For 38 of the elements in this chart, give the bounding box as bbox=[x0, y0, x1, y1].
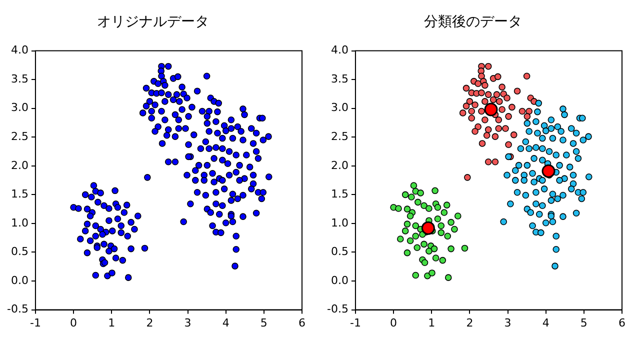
y-tick-label: 0.0 bbox=[10, 274, 28, 287]
x-tick-label: 4 bbox=[542, 316, 550, 330]
y-tick-label: 0.5 bbox=[330, 245, 348, 258]
x-tick-label: 1 bbox=[428, 316, 436, 330]
y-tick-label: 1.5 bbox=[10, 188, 28, 201]
y-tick-label: 3.0 bbox=[10, 101, 28, 114]
x-tick-label: 1 bbox=[108, 316, 116, 330]
y-tick-label: 4.0 bbox=[10, 44, 28, 57]
x-tick-label: 2 bbox=[146, 316, 154, 330]
x-tick-label: 0 bbox=[70, 316, 78, 330]
y-tick-label: 0.0 bbox=[330, 274, 348, 287]
y-tick-label: 0.5 bbox=[10, 245, 28, 258]
chart-title: オリジナルデータ bbox=[97, 14, 209, 30]
x-tick-label: -1 bbox=[30, 316, 41, 330]
x-tick-label: 6 bbox=[298, 316, 306, 330]
y-tick-label: 1.5 bbox=[330, 188, 348, 201]
chart-title: 分類後のデータ bbox=[424, 14, 522, 30]
x-tick-label: 2 bbox=[466, 316, 474, 330]
y-tick-label: -0.5 bbox=[326, 302, 348, 316]
y-tick-label: 1.0 bbox=[330, 216, 348, 230]
y-tick-label: 2.5 bbox=[330, 130, 348, 143]
y-tick-label: 3.0 bbox=[330, 101, 348, 114]
x-tick-label: 6 bbox=[618, 316, 626, 330]
y-tick-label: 1.0 bbox=[10, 216, 28, 230]
y-tick-label: -0.5 bbox=[6, 302, 28, 316]
y-tick-label: 3.5 bbox=[330, 72, 348, 86]
y-tick-label: 2.0 bbox=[10, 158, 28, 172]
x-tick-label: 0 bbox=[390, 316, 398, 330]
x-tick-label: 3 bbox=[504, 316, 512, 330]
y-tick-label: 3.5 bbox=[10, 72, 28, 86]
x-tick-label: -1 bbox=[350, 316, 361, 330]
x-tick-label: 5 bbox=[260, 316, 268, 330]
y-tick-label: 2.0 bbox=[330, 158, 348, 172]
y-tick-label: 4.0 bbox=[330, 44, 348, 57]
x-tick-label: 3 bbox=[184, 316, 192, 330]
x-tick-label: 5 bbox=[580, 316, 588, 330]
y-tick-label: 2.5 bbox=[10, 130, 28, 143]
x-tick-label: 4 bbox=[222, 316, 230, 330]
